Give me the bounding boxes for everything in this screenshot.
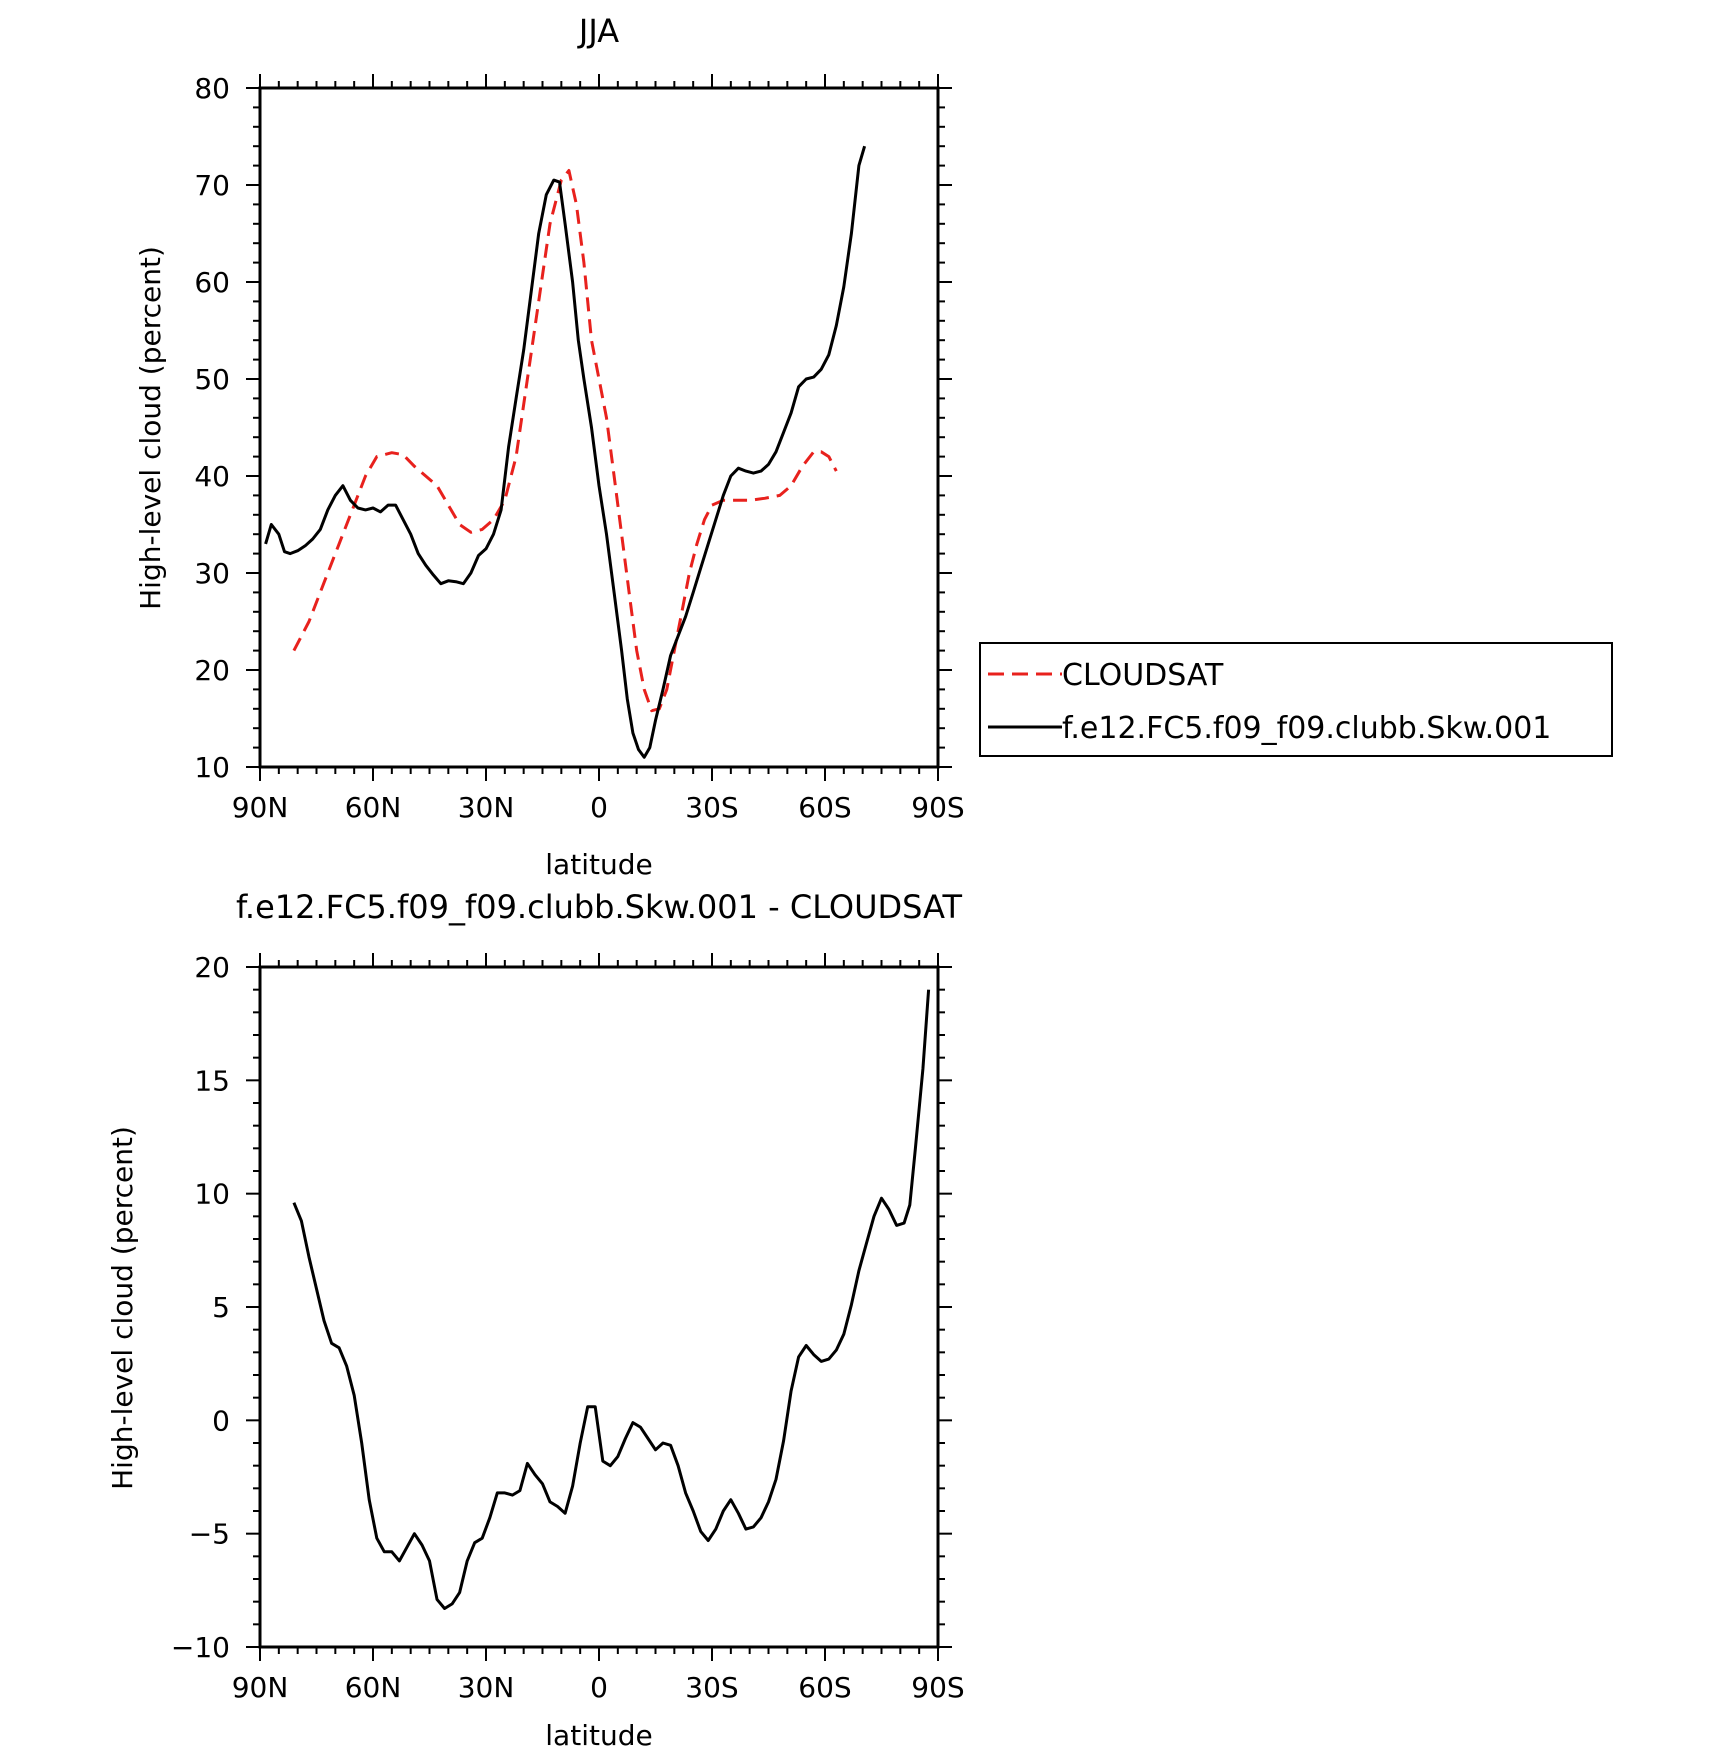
y-tick-label: 60: [194, 266, 230, 299]
plot-frame: [258, 965, 940, 1649]
x-tick-label: 30S: [685, 791, 738, 824]
x-tick-label: 60S: [798, 791, 851, 824]
y-tick-label: −5: [189, 1518, 230, 1551]
x-tick-label: 60S: [798, 1671, 851, 1704]
x-axis-title: latitude: [545, 848, 652, 881]
x-tick-labels: 90N 60N 30N 0 30S 60S 90S: [232, 1671, 965, 1704]
y-tick-label: 15: [194, 1064, 230, 1097]
x-tick-label: 30S: [685, 1671, 738, 1704]
plot-area: [264, 145, 867, 759]
chart-title: f.e12.FC5.f09_f09.clubb.Skw.001 - CLOUDS…: [236, 888, 962, 926]
bottom-panel: f.e12.FC5.f09_f09.clubb.Skw.001 - CLOUDS…: [106, 888, 965, 1751]
x-tick-label: 90S: [911, 791, 964, 824]
x-tick-label: 60N: [345, 1671, 402, 1704]
series-line-1: [292, 989, 931, 1610]
y-tick-label: 5: [212, 1291, 230, 1324]
y-tick-label: −10: [171, 1631, 230, 1664]
y-tick-label: 20: [194, 951, 230, 984]
y-tick-label: 0: [212, 1404, 230, 1437]
x-tick-label: 90N: [232, 1671, 289, 1704]
legend-label-cloudsat: CLOUDSAT: [1062, 658, 1224, 693]
x-tick-label: 30N: [458, 1671, 515, 1704]
y-axis-title: High-level cloud (percent): [106, 1126, 139, 1490]
y-tick-labels: 10 20 30 40 50 60 70 80: [194, 72, 230, 784]
x-axis-title: latitude: [545, 1719, 652, 1751]
y-tick-label: 10: [194, 1178, 230, 1211]
legend-label-model: f.e12.FC5.f09_f09.clubb.Skw.001: [1062, 711, 1551, 746]
x-tick-label: 90N: [232, 791, 289, 824]
y-tick-label: 80: [194, 72, 230, 105]
x-tick-label: 0: [590, 791, 608, 824]
y-tick-label: 10: [194, 751, 230, 784]
tick-marks: [246, 953, 952, 1661]
x-tick-labels: 90N 60N 30N 0 30S 60S 90S: [232, 791, 965, 824]
plot-frame: [258, 86, 940, 769]
x-tick-label: 0: [590, 1671, 608, 1704]
y-tick-labels: −10 −5 0 5 10 15 20: [171, 951, 230, 1664]
y-tick-label: 70: [194, 169, 230, 202]
y-tick-label: 50: [194, 363, 230, 396]
top-panel: JJA 10 20 30 40 50 60 70 80 90N 60N 30N 0 30S 60S 90S…: [134, 12, 965, 881]
legend-box: [979, 642, 1613, 757]
series-line-2: [264, 145, 867, 759]
chart-title: JJA: [577, 12, 619, 50]
tick-marks: [246, 74, 952, 781]
plot-area: [292, 989, 931, 1610]
x-tick-label: 90S: [911, 1671, 964, 1704]
y-tick-label: 30: [194, 557, 230, 590]
x-tick-label: 60N: [345, 791, 402, 824]
y-tick-label: 20: [194, 654, 230, 687]
y-axis-title: High-level cloud (percent): [134, 246, 167, 610]
x-tick-label: 30N: [458, 791, 515, 824]
legend: CLOUDSAT f.e12.FC5.f09_f09.clubb.Skw.001: [979, 642, 1613, 757]
y-tick-label: 40: [194, 460, 230, 493]
series-line-1: [292, 169, 838, 713]
